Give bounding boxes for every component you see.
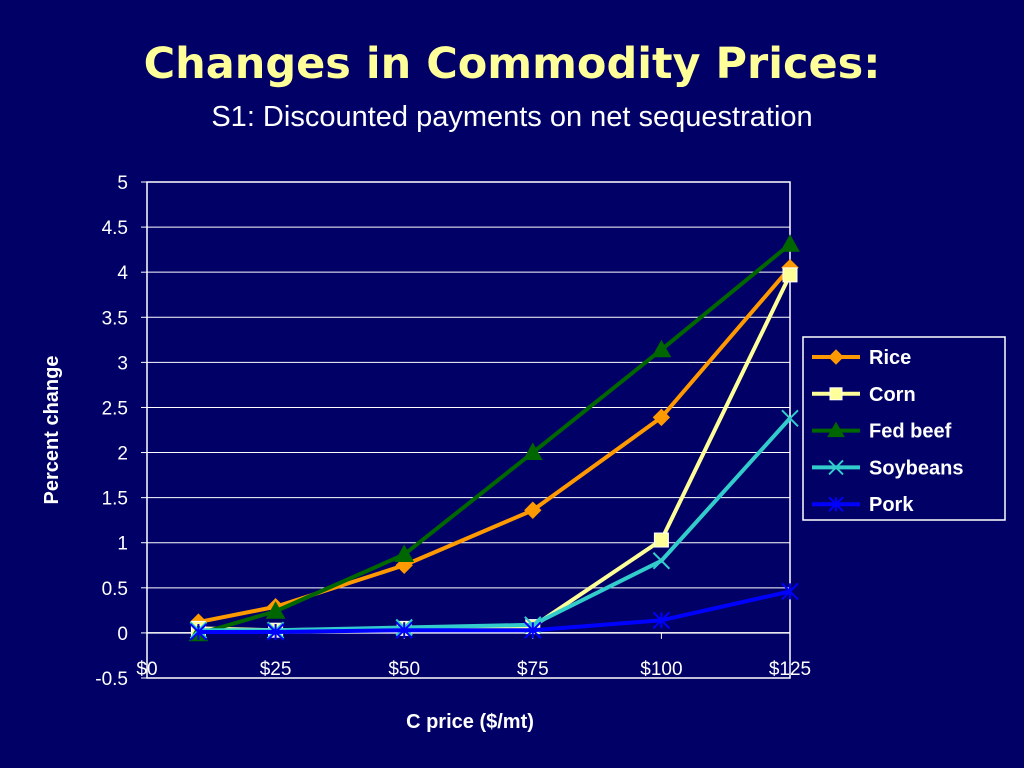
- soybeans-point: [652, 552, 671, 570]
- pork-point: [652, 611, 671, 629]
- legend-item-rice: Rice: [812, 347, 911, 369]
- y-tick-label: 0.5: [102, 579, 128, 600]
- y-tick-label: 5: [117, 173, 128, 194]
- y-axis-title: Percent change: [41, 356, 63, 505]
- pork-point: [524, 621, 542, 639]
- legend-marker: [828, 349, 844, 365]
- legend-marker: [827, 421, 845, 438]
- y-tick-label: 1: [117, 534, 128, 555]
- y-tick-label: 3: [117, 353, 128, 374]
- corn-point: [782, 267, 798, 283]
- legend-label: Pork: [869, 494, 914, 516]
- legend-item-fed-beef: Fed beef: [812, 421, 952, 443]
- rice-point: [524, 501, 542, 519]
- fed-beef-point: [651, 339, 672, 358]
- x-tick-label: $25: [260, 659, 292, 680]
- pork-point: [266, 623, 285, 641]
- x-tick-label: $50: [388, 659, 420, 680]
- series-pork: [189, 582, 799, 641]
- legend-label: Corn: [869, 384, 916, 406]
- legend-label: Soybeans: [869, 457, 963, 479]
- slide-title: Changes in Commodity Prices:: [143, 39, 881, 89]
- fed-beef-point: [394, 544, 415, 562]
- rice-point: [652, 408, 671, 427]
- y-tick-label: -0.5: [95, 669, 128, 690]
- rice-line: [198, 266, 792, 625]
- x-tick-label: $125: [769, 659, 811, 680]
- y-tick-label: 2: [117, 444, 128, 465]
- series-fed-beef: [188, 234, 800, 642]
- pork-line: [198, 589, 791, 635]
- legend-item-soybeans: Soybeans: [812, 457, 963, 479]
- legend-marker: [828, 496, 844, 512]
- y-tick-label: 2.5: [102, 398, 128, 419]
- legend-marker: [829, 387, 843, 401]
- series-group: [188, 234, 800, 642]
- x-tick-label: $75: [517, 659, 549, 680]
- legend-label: Fed beef: [869, 421, 952, 443]
- y-tick-label: 4.5: [102, 218, 128, 239]
- pork-point: [781, 582, 799, 601]
- x-axis-ticks: $0 $25 $50 $75 $100 $125: [136, 632, 811, 680]
- x-tick-label: $100: [640, 659, 682, 680]
- y-tick-label: 0: [117, 624, 128, 645]
- corn-point: [653, 532, 669, 548]
- pork-point: [395, 621, 413, 639]
- slide-subtitle: S1: Discounted payments on net sequestra…: [211, 101, 813, 133]
- y-tick-label: 4: [117, 263, 128, 284]
- fed-beef-point: [780, 234, 800, 252]
- y-tick-label: 1.5: [102, 489, 128, 510]
- y-tick-label: 3.5: [102, 308, 128, 329]
- x-axis-title: C price ($/mt): [406, 711, 534, 733]
- legend-marker: [828, 459, 844, 476]
- legend: Rice Corn Fed beef Soybeans Pork: [802, 336, 1006, 521]
- fed-beef-point: [522, 442, 543, 461]
- legend-item-pork: Pork: [812, 494, 914, 516]
- fed-beef-line: [197, 242, 792, 636]
- plot-area: [146, 181, 791, 679]
- fed-beef-point: [265, 601, 286, 619]
- y-axis-ticks: 5 4.5 4 3.5 3 2.5 2 1.5 1 0.5 0 -0.5: [95, 173, 147, 690]
- legend-item-corn: Corn: [812, 384, 916, 406]
- pork-point: [189, 623, 208, 641]
- soybeans-point: [781, 409, 799, 427]
- x-tick-label: $0: [136, 659, 157, 680]
- legend-label: Rice: [869, 347, 911, 369]
